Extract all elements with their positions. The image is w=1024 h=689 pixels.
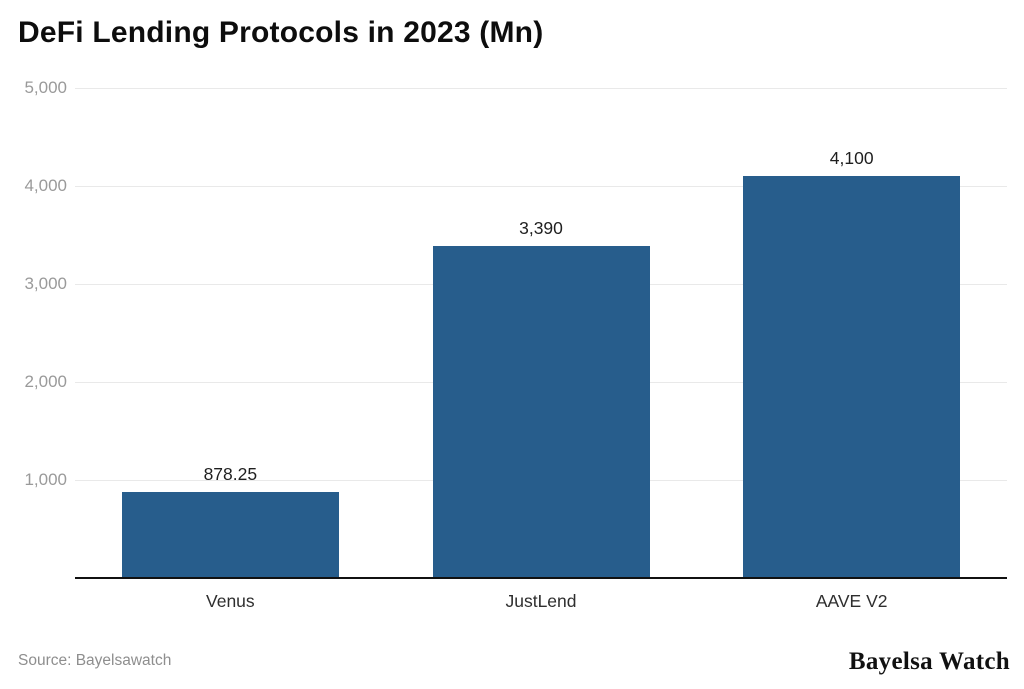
y-axis-tick-label: 1,000 — [24, 470, 67, 489]
x-axis-line — [75, 577, 1007, 579]
gridline — [75, 186, 1007, 187]
gridline — [75, 88, 1007, 89]
y-axis-tick-label: 5,000 — [24, 78, 67, 97]
x-axis-category-label: JustLend — [505, 591, 577, 611]
bar: 3,390 — [432, 218, 650, 578]
brand-logo: Bayelsa Watch — [848, 648, 1010, 675]
chart-title: DeFi Lending Protocols in 2023 (Mn) — [18, 16, 544, 49]
plot-area: 1,000 2,000 3,000 4,000 5,000 878.25 Venus 3,3… — [24, 78, 1007, 611]
y-axis-tick-label: 2,000 — [24, 372, 67, 391]
bar-value-label: 878.25 — [203, 463, 258, 484]
bar-group-aave-v2: 4,100 AAVE V2 — [696, 88, 1007, 611]
y-axis-tick-label: 4,000 — [24, 176, 67, 195]
source-attribution: Source: Bayelsawatch — [18, 652, 172, 669]
bar-value-label: 3,390 — [519, 217, 563, 238]
x-axis-category-label: Venus — [206, 591, 255, 611]
y-axis-tick-label: 3,000 — [24, 274, 67, 293]
bar-group-venus: 878.25 Venus — [75, 88, 386, 611]
bar: 4,100 — [743, 148, 961, 578]
x-axis-category-label: AAVE V2 — [815, 591, 888, 611]
bar-series: 878.25 Venus 3,390 JustLend 4,100 AAVE V2 — [75, 88, 1007, 611]
bar-value-label: 4,100 — [829, 148, 874, 169]
bar-group-justlend: 3,390 JustLend — [386, 88, 697, 611]
bar: 878.25 — [121, 464, 339, 578]
